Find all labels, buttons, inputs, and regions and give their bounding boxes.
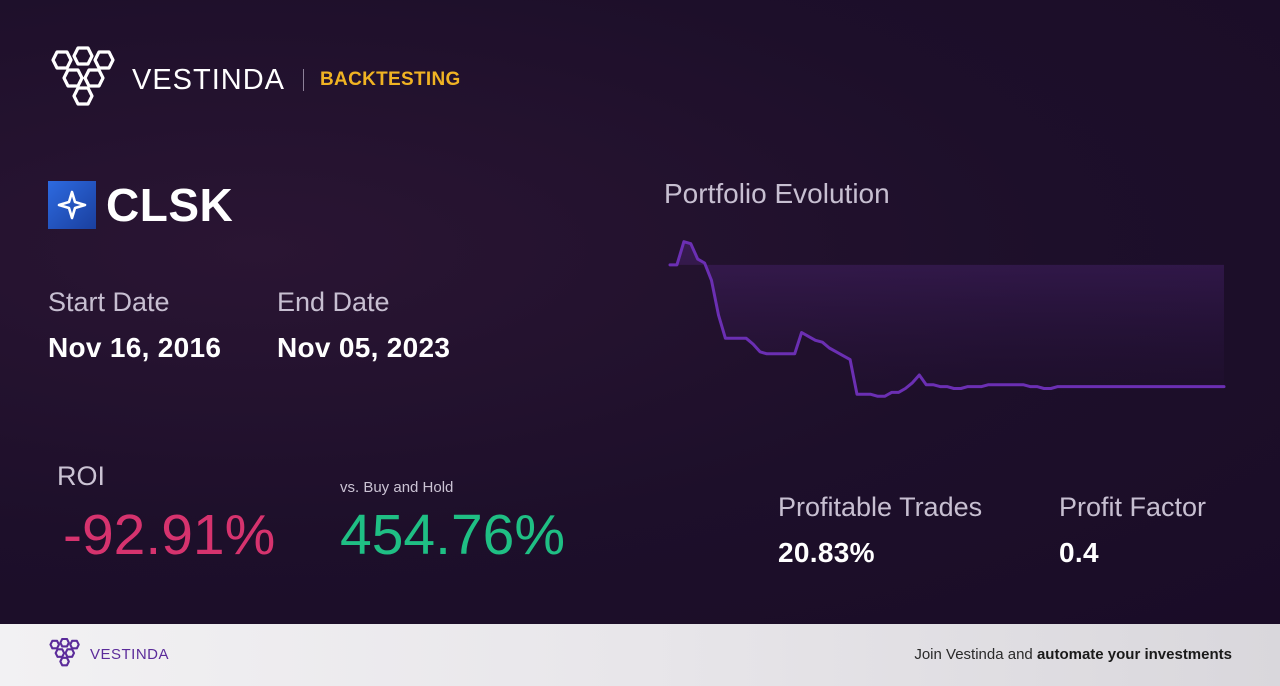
chart-area (670, 241, 1224, 397)
brand-separator (303, 69, 305, 91)
start-date-label: Start Date (48, 287, 170, 317)
brand-header: VESTINDA BACKTESTING (48, 46, 461, 114)
footer-brand[interactable]: VESTINDA (48, 638, 169, 670)
vestinda-footer-logo-icon (49, 638, 80, 667)
ticker: CLSK (48, 178, 233, 232)
roi-label: ROI (57, 461, 106, 491)
brand-name: VESTINDA (132, 63, 286, 96)
start-date-value: Nov 16, 2016 (48, 332, 222, 363)
footer-cta-prefix: Join Vestinda and (914, 646, 1037, 663)
ticker-symbol: CLSK (106, 179, 234, 231)
roi-value: -92.91% (63, 503, 276, 567)
buy-hold-value: 454.76% (340, 503, 566, 567)
profit-factor-label: Profit Factor (1059, 492, 1207, 522)
profit-factor-value: 0.4 (1059, 537, 1099, 568)
footer-cta[interactable]: Join Vestinda and automate your investme… (914, 646, 1232, 663)
footer: VESTINDA Join Vestinda and automate your… (0, 624, 1280, 686)
clsk-star-icon (48, 181, 96, 229)
end-date-value: Nov 05, 2023 (277, 332, 451, 363)
backtest-card: VESTINDA BACKTESTING CLSK Start Date Nov… (0, 0, 1280, 624)
vestinda-logo-icon (51, 46, 115, 106)
buy-hold-label: vs. Buy and Hold (340, 479, 454, 496)
chart-line (668, 240, 1226, 398)
footer-brand-name: VESTINDA (90, 645, 170, 663)
chart-title: Portfolio Evolution (664, 178, 890, 209)
end-date-label: End Date (277, 287, 390, 317)
portfolio-chart (668, 240, 1226, 398)
profitable-trades-label: Profitable Trades (778, 492, 983, 522)
brand-tag: BACKTESTING (320, 69, 461, 90)
footer-cta-bold: automate your investments (1036, 646, 1232, 663)
profitable-trades-value: 20.83% (778, 537, 875, 568)
